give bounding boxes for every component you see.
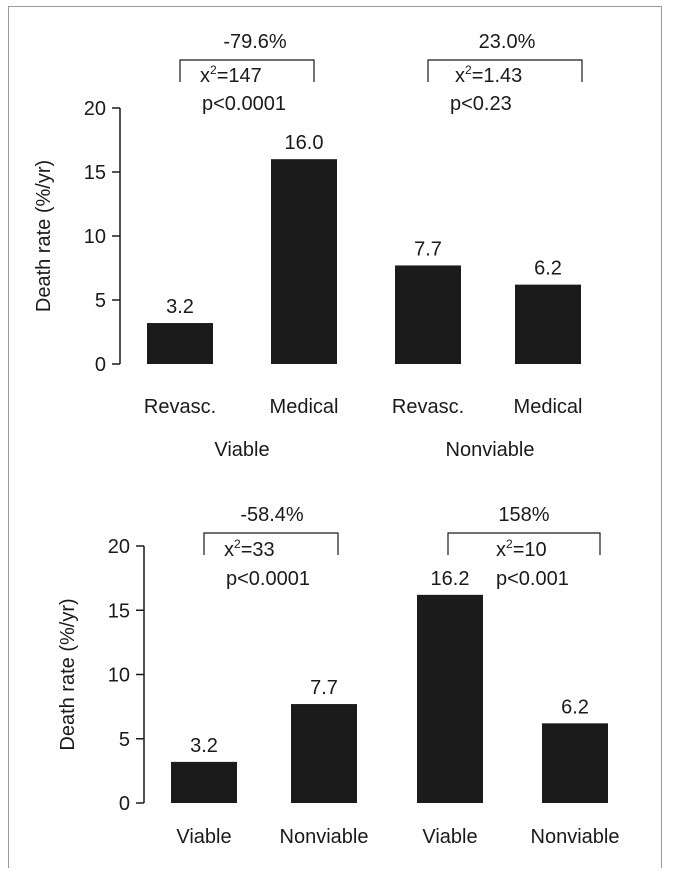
- bar: [542, 723, 608, 803]
- bar-value-label: 16.0: [285, 132, 324, 154]
- group-label: Viable: [214, 439, 269, 461]
- category-label: Nonviable: [531, 826, 620, 848]
- y-tick-label: 0: [119, 793, 130, 815]
- comparison-bracket: [203, 532, 339, 555]
- bar-value-label: 6.2: [534, 258, 562, 280]
- bar: [291, 704, 357, 803]
- y-axis-label: Death rate (%/yr): [33, 160, 55, 312]
- comparison-bracket: [179, 59, 315, 82]
- comparison-chi-square-label: x2=147: [200, 63, 262, 87]
- y-tick-label: 10: [84, 226, 106, 248]
- y-tick-label: 20: [108, 536, 130, 558]
- bar-value-label: 7.7: [414, 238, 442, 260]
- bar-value-label: 7.7: [310, 677, 338, 699]
- comparison-p-value-label: p<0.001: [496, 568, 569, 590]
- comparison-p-value-label: p<0.23: [450, 93, 512, 115]
- comparison-chi-square-label: x2=10: [496, 537, 547, 561]
- comparison-p-value-label: p<0.0001: [202, 93, 286, 115]
- figure-frame: [8, 6, 662, 868]
- y-tick-label: 15: [108, 600, 130, 622]
- bar: [515, 284, 581, 364]
- comparison-chi-square-label: x2=33: [224, 537, 275, 561]
- comparison-change-label: 158%: [498, 504, 549, 526]
- comparison-chi-square-label: x2=1.43: [455, 63, 522, 87]
- comparison-change-label: -79.6%: [223, 31, 287, 53]
- bar-value-label: 6.2: [561, 696, 589, 718]
- category-label: Medical: [270, 396, 339, 418]
- comparison-p-value-label: p<0.0001: [226, 568, 310, 590]
- comparison-bracket: [427, 59, 583, 82]
- comparison-change-label: -58.4%: [240, 504, 304, 526]
- y-tick-label: 0: [95, 354, 106, 376]
- bar-value-label: 3.2: [166, 296, 194, 318]
- y-tick-label: 15: [84, 162, 106, 184]
- category-label: Revasc.: [392, 396, 464, 418]
- category-label: Revasc.: [144, 396, 216, 418]
- bar: [395, 265, 461, 364]
- category-label: Medical: [514, 396, 583, 418]
- bar: [271, 159, 337, 364]
- y-tick-label: 5: [95, 290, 106, 312]
- category-label: Viable: [176, 826, 231, 848]
- bar: [417, 594, 483, 803]
- bar-value-label: 3.2: [190, 735, 218, 757]
- bar-value-label: 16.2: [431, 568, 470, 590]
- y-tick-label: 5: [119, 729, 130, 751]
- y-tick-label: 10: [108, 665, 130, 687]
- y-axis-label: Death rate (%/yr): [57, 598, 79, 750]
- category-label: Nonviable: [280, 826, 369, 848]
- comparison-change-label: 23.0%: [479, 31, 536, 53]
- comparison-bracket: [447, 532, 601, 555]
- group-label: Nonviable: [446, 439, 535, 461]
- y-tick-label: 20: [84, 98, 106, 120]
- bar: [147, 323, 213, 364]
- category-label: Viable: [422, 826, 477, 848]
- bar: [171, 761, 237, 803]
